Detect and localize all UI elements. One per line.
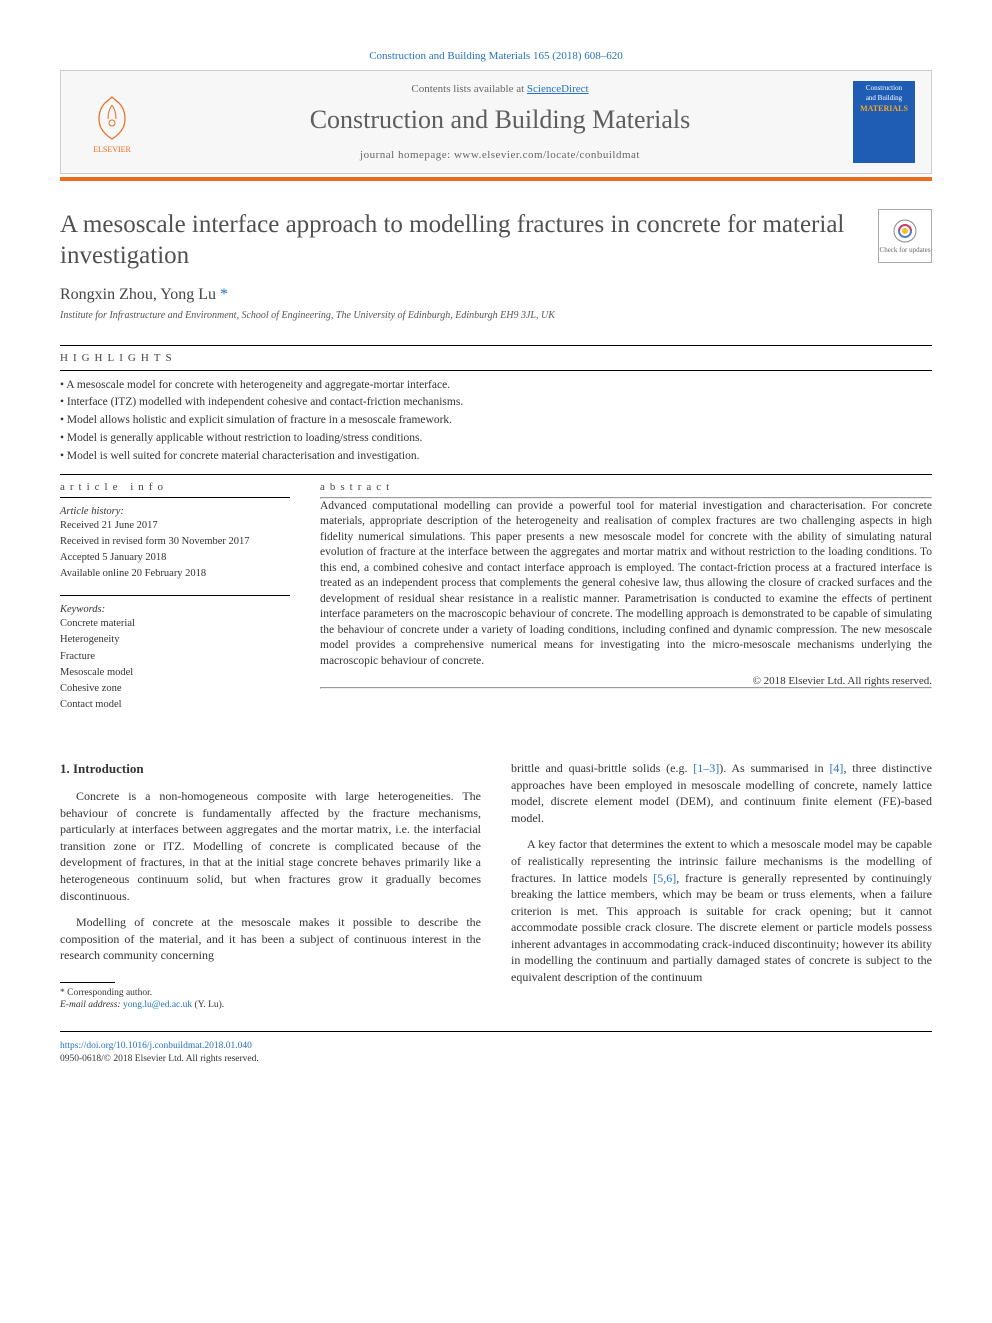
elsevier-logo-label: ELSEVIER [93, 145, 131, 154]
homepage-label: journal homepage: [360, 149, 454, 161]
highlight-item: Model is well suited for concrete materi… [60, 448, 932, 466]
issn-line: 0950-0618/© 2018 Elsevier Ltd. All right… [60, 1053, 932, 1065]
elsevier-logo: ELSEVIER [77, 82, 147, 162]
keyword-item: Cohesive zone [60, 682, 290, 696]
keyword-item: Fracture [60, 650, 290, 664]
section-heading: 1. Introduction [60, 760, 481, 778]
homepage-url[interactable]: www.elsevier.com/locate/conbuildmat [454, 149, 640, 161]
body-paragraph: A key factor that determines the extent … [511, 836, 932, 985]
divider-orange [60, 177, 932, 181]
cover-line-1: Construction [857, 85, 911, 93]
divider [60, 345, 932, 346]
contents-prefix: Contents lists available at [411, 83, 526, 95]
keyword-item: Mesoscale model [60, 666, 290, 680]
cover-line-2: and Building [857, 95, 911, 103]
article-info-label: article info [60, 481, 290, 493]
cover-line-3: MATERIALS [857, 104, 911, 113]
doi-link[interactable]: https://doi.org/10.1016/j.conbuildmat.20… [60, 1041, 252, 1051]
abstract-copyright: © 2018 Elsevier Ltd. All rights reserved… [320, 675, 932, 687]
email-label: E-mail address: [60, 1000, 123, 1010]
highlights-label: highlights [60, 352, 932, 364]
sciencedirect-link[interactable]: ScienceDirect [527, 83, 589, 95]
corresponding-footnote: * Corresponding author. E-mail address: … [60, 987, 481, 1012]
highlight-item: Model allows holistic and explicit simul… [60, 412, 932, 430]
highlight-item: Model is generally applicable without re… [60, 430, 932, 448]
body-paragraph: Modelling of concrete at the mesoscale m… [60, 914, 481, 964]
journal-citation[interactable]: Construction and Building Materials 165 … [60, 50, 932, 62]
journal-name: Construction and Building Materials [163, 105, 837, 135]
author-email-link[interactable]: yong.lu@ed.ac.uk [123, 1000, 192, 1010]
history-item: Accepted 5 January 2018 [60, 551, 290, 565]
authors: Rongxin Zhou, Yong Lu * [60, 286, 932, 304]
abstract-column: abstract Advanced computational modellin… [320, 481, 932, 727]
history-item: Received in revised form 30 November 201… [60, 535, 290, 549]
journal-header: ELSEVIER Contents lists available at Sci… [60, 70, 932, 174]
divider [60, 595, 290, 596]
divider [60, 497, 290, 498]
body-left-column: 1. Introduction Concrete is a non-homoge… [60, 760, 481, 1011]
highlight-item: Interface (ITZ) modelled with independen… [60, 394, 932, 412]
article-history-label: Article history: [60, 506, 290, 517]
body-right-column: brittle and quasi-brittle solids (e.g. [… [511, 760, 932, 1011]
body-paragraph: Concrete is a non-homogeneous composite … [60, 788, 481, 904]
keyword-item: Heterogeneity [60, 633, 290, 647]
citation-link[interactable]: [1–3] [693, 761, 719, 775]
highlights-list: A mesoscale model for concrete with hete… [60, 377, 932, 466]
keywords-label: Keywords: [60, 604, 290, 615]
footer: https://doi.org/10.1016/j.conbuildmat.20… [60, 1031, 932, 1065]
check-updates-badge[interactable]: Check for updates [878, 209, 932, 263]
article-title: A mesoscale interface approach to modell… [60, 209, 858, 272]
keyword-item: Contact model [60, 698, 290, 712]
abstract-label: abstract [320, 481, 932, 493]
keyword-item: Concrete material [60, 617, 290, 631]
history-item: Available online 20 February 2018 [60, 567, 290, 581]
divider [60, 370, 932, 371]
journal-homepage: journal homepage: www.elsevier.com/locat… [163, 149, 837, 161]
affiliation: Institute for Infrastructure and Environ… [60, 310, 932, 321]
footnote-divider [60, 982, 115, 983]
highlight-item: A mesoscale model for concrete with hete… [60, 377, 932, 395]
abstract-text: Advanced computational modelling can pro… [320, 499, 932, 670]
citation-link[interactable]: [5,6] [653, 871, 676, 885]
divider [320, 687, 932, 689]
email-suffix: (Y. Lu). [192, 1000, 224, 1010]
history-item: Received 21 June 2017 [60, 519, 290, 533]
corresponding-marker: * [220, 286, 228, 303]
contents-available: Contents lists available at ScienceDirec… [163, 83, 837, 95]
citation-link[interactable]: [4] [829, 761, 843, 775]
updates-badge-label: Check for updates [880, 246, 931, 254]
authors-names: Rongxin Zhou, Yong Lu [60, 286, 216, 303]
article-info-column: article info Article history: Received 2… [60, 481, 290, 727]
divider [60, 474, 932, 475]
corresponding-label: * Corresponding author. [60, 987, 481, 999]
journal-cover-thumbnail: Construction and Building MATERIALS [853, 81, 915, 163]
body-paragraph: brittle and quasi-brittle solids (e.g. [… [511, 760, 932, 826]
